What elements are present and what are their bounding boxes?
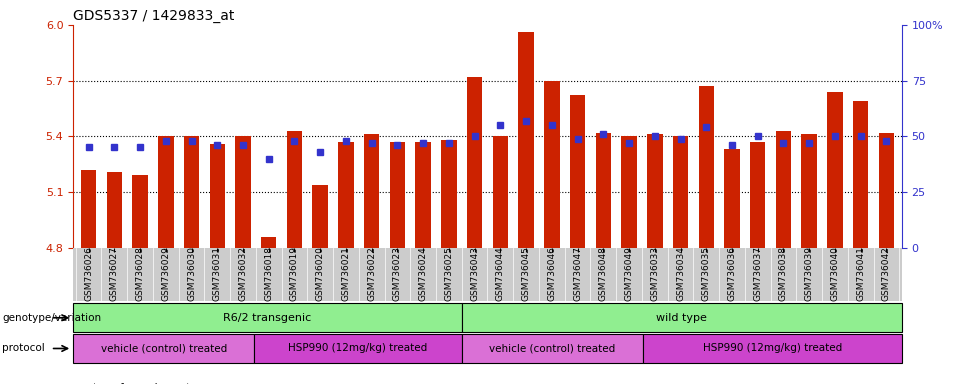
Text: GDS5337 / 1429833_at: GDS5337 / 1429833_at	[73, 8, 235, 23]
Bar	[184, 136, 199, 248]
Bar	[158, 136, 174, 248]
Text: genotype/variation: genotype/variation	[2, 313, 101, 323]
Bar	[312, 185, 328, 248]
Bar	[73, 303, 461, 332]
Text: HSP990 (12mg/kg) treated: HSP990 (12mg/kg) treated	[703, 343, 842, 354]
Text: transformed count: transformed count	[93, 383, 190, 384]
Bar	[750, 142, 765, 248]
Bar	[235, 136, 251, 248]
Bar	[698, 86, 714, 248]
Bar	[287, 131, 302, 248]
Bar	[596, 132, 611, 248]
Bar	[853, 101, 869, 248]
Bar	[461, 303, 902, 332]
Bar	[519, 32, 534, 248]
Bar	[621, 136, 637, 248]
Bar	[467, 77, 483, 248]
Text: vehicle (control) treated: vehicle (control) treated	[489, 343, 615, 354]
Bar	[878, 132, 894, 248]
Bar	[254, 334, 461, 363]
Bar	[827, 92, 842, 248]
Bar	[441, 140, 456, 248]
Bar	[801, 134, 817, 248]
Bar	[261, 237, 277, 248]
Bar	[106, 172, 122, 248]
Bar	[390, 142, 406, 248]
Bar	[81, 170, 97, 248]
Bar	[673, 136, 688, 248]
Text: wild type: wild type	[656, 313, 707, 323]
Text: R6/2 transgenic: R6/2 transgenic	[223, 313, 311, 323]
Bar	[461, 334, 643, 363]
Bar	[133, 175, 148, 248]
Text: HSP990 (12mg/kg) treated: HSP990 (12mg/kg) treated	[289, 343, 428, 354]
Text: protocol: protocol	[2, 343, 45, 354]
Bar	[643, 334, 902, 363]
Bar	[569, 96, 585, 248]
Bar	[364, 134, 379, 248]
Bar	[724, 149, 740, 248]
Bar	[544, 81, 560, 248]
Text: vehicle (control) treated: vehicle (control) treated	[100, 343, 227, 354]
Bar	[73, 334, 254, 363]
Bar	[776, 131, 791, 248]
Text: ■: ■	[78, 381, 90, 384]
Bar	[338, 142, 354, 248]
Bar	[210, 144, 225, 248]
Bar	[415, 142, 431, 248]
Bar	[492, 136, 508, 248]
Bar	[647, 134, 663, 248]
